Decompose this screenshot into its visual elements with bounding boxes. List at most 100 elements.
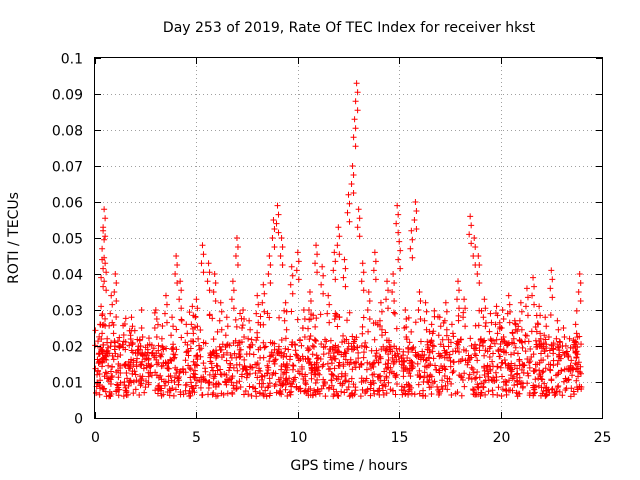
data-point-trail	[247, 326, 254, 333]
data-point-cloud	[246, 383, 253, 390]
data-point-cloud	[282, 335, 289, 342]
data-point-cloud	[547, 367, 554, 374]
data-point-trail	[105, 344, 112, 351]
data-point-trail	[500, 334, 507, 340]
data-point-cloud	[528, 328, 535, 335]
data-point-cloud	[348, 343, 355, 350]
data-point-trail	[139, 352, 146, 358]
data-point-cloud	[484, 368, 491, 375]
data-point-cloud	[290, 362, 297, 369]
data-point-trail	[100, 265, 107, 272]
data-point-cloud	[383, 373, 390, 380]
data-point-cloud	[292, 342, 299, 349]
data-point-cloud	[175, 381, 182, 388]
data-point-cloud	[186, 365, 193, 372]
data-point	[560, 325, 567, 331]
data-point-cloud	[407, 373, 414, 380]
data-point-cloud	[498, 393, 505, 400]
data-point-cloud	[308, 365, 315, 372]
data-point-trail	[326, 319, 333, 326]
data-point-cloud	[445, 343, 452, 350]
data-point-cloud	[164, 389, 171, 396]
data-point-cloud	[283, 375, 290, 382]
data-point-cloud	[410, 344, 417, 351]
data-point	[116, 343, 123, 349]
data-point-cloud	[507, 372, 514, 379]
data-point-trail	[518, 308, 525, 315]
data-point-cloud	[338, 351, 345, 358]
data-point-cloud	[456, 349, 463, 356]
data-point-cloud	[427, 361, 434, 368]
data-point-cloud	[550, 346, 557, 353]
data-point-cloud	[527, 346, 534, 353]
data-points	[92, 80, 585, 400]
data-point-trail	[234, 244, 241, 250]
data-point-cloud	[472, 352, 479, 359]
data-point-trail	[301, 316, 308, 322]
data-point-cloud	[481, 352, 488, 359]
data-point-cloud	[190, 358, 197, 365]
data-point	[428, 321, 435, 328]
data-point-cloud	[138, 380, 145, 387]
data-point-trail	[320, 272, 327, 279]
data-point-cloud	[519, 339, 526, 346]
data-point	[402, 307, 409, 313]
data-point-cloud	[233, 385, 240, 392]
data-point-cloud	[331, 316, 338, 323]
data-point-cloud	[432, 362, 439, 369]
data-point-trail	[543, 341, 550, 348]
data-point-cloud	[514, 393, 521, 400]
data-point-cloud	[239, 322, 246, 329]
data-point-cloud	[519, 361, 526, 368]
data-point-cloud	[348, 375, 355, 382]
data-point-cloud	[202, 365, 209, 372]
data-point-trail	[143, 364, 150, 371]
data-point-trail	[407, 245, 414, 252]
data-point-trail	[395, 256, 402, 263]
data-point-cloud	[120, 332, 127, 339]
data-point-cloud	[376, 391, 383, 398]
data-point-cloud	[525, 338, 532, 345]
data-point-cloud	[299, 365, 306, 372]
data-point-cloud	[475, 322, 482, 329]
data-point-cloud	[311, 336, 318, 343]
data-point-cloud	[102, 315, 109, 322]
data-point-cloud	[490, 350, 497, 357]
data-point	[416, 289, 423, 295]
data-point-trail	[305, 307, 312, 313]
data-point-trail	[115, 361, 122, 367]
data-point-cloud	[105, 378, 112, 385]
data-point	[345, 191, 352, 198]
data-point-trail	[423, 326, 430, 333]
data-point-trail	[178, 287, 185, 294]
data-point-trail	[133, 377, 140, 384]
data-point-trail	[537, 312, 544, 319]
data-point-trail	[198, 260, 205, 267]
data-point	[442, 299, 449, 306]
data-point-cloud	[313, 352, 320, 359]
data-point-cloud	[489, 358, 496, 365]
data-point	[223, 314, 230, 321]
data-point-cloud	[313, 338, 320, 345]
data-point	[104, 335, 111, 342]
data-point-cloud	[199, 391, 206, 398]
data-point-cloud	[400, 373, 407, 380]
data-point-trail	[228, 296, 235, 303]
data-point-cloud	[548, 377, 555, 384]
data-point-cloud	[340, 332, 347, 339]
data-point-cloud	[335, 392, 342, 399]
data-point-cloud	[367, 379, 374, 386]
data-point-cloud	[359, 330, 366, 337]
data-point-cloud	[166, 385, 173, 392]
data-point-trail	[326, 301, 333, 308]
data-point-cloud	[157, 352, 164, 359]
y-tick-label: 0.1	[61, 52, 83, 68]
data-point-cloud	[269, 371, 276, 378]
data-point-cloud	[322, 393, 329, 400]
y-tick-label: 0.07	[52, 160, 83, 176]
data-point-cloud	[376, 373, 383, 380]
data-point-cloud	[135, 346, 142, 353]
data-point-trail	[575, 289, 582, 295]
data-point-cloud	[382, 347, 389, 354]
data-point-trail	[385, 287, 392, 294]
